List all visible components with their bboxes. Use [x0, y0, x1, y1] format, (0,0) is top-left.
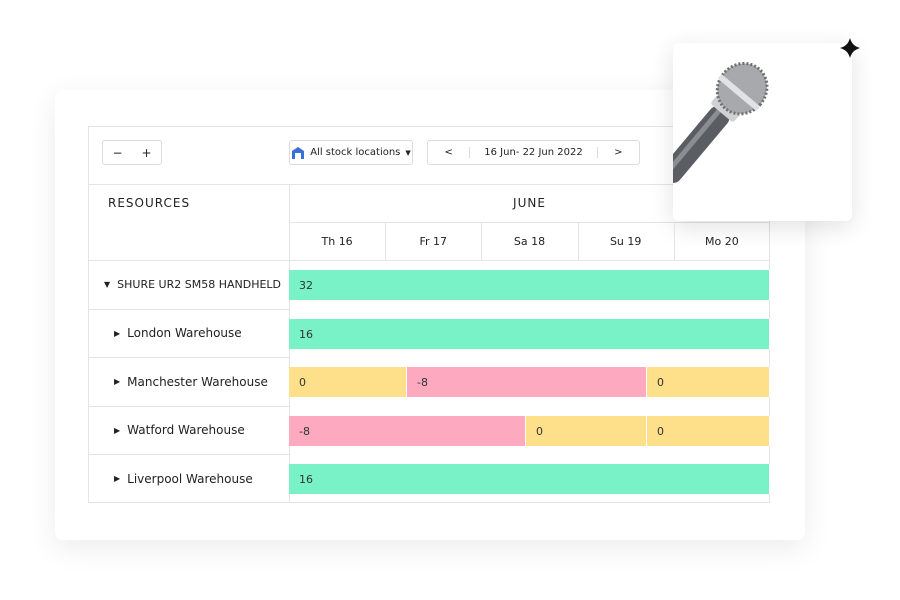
microphone-image — [661, 61, 769, 183]
resource-row: ▶ London Warehouse — [114, 309, 242, 357]
resource-row: ▶ Liverpool Warehouse — [114, 454, 253, 503]
resource-row: ▼ SHURE UR2 SM58 HANDHELD — [104, 260, 281, 309]
prev-button[interactable]: < — [428, 147, 471, 158]
availability-bar: 0 — [647, 416, 770, 446]
resource-label: London Warehouse — [127, 326, 242, 340]
next-button[interactable]: > — [614, 147, 623, 158]
availability-bar: -8 — [289, 416, 526, 446]
divider — [88, 406, 289, 407]
divider — [577, 222, 579, 260]
day-header: Th 16 — [321, 234, 353, 248]
month-header: JUNE — [513, 196, 546, 210]
availability-bar: 0 — [526, 416, 647, 446]
divider — [289, 222, 770, 223]
resource-label: Liverpool Warehouse — [127, 471, 253, 486]
zoom-in[interactable]: + — [141, 145, 152, 160]
day-header: Mo 20 — [705, 234, 739, 248]
zoom-control: − + — [102, 140, 162, 165]
resource-row: ▶ Watford Warehouse — [114, 406, 245, 454]
day-header: Fr 17 — [419, 234, 448, 248]
zoom-out[interactable]: − — [112, 145, 123, 160]
resource-label: Manchester Warehouse — [127, 374, 268, 389]
expand-toggle[interactable]: ▶ — [114, 474, 121, 483]
warehouse-icon — [292, 147, 305, 159]
availability-bar: 16 — [289, 319, 770, 349]
divider — [88, 357, 289, 358]
divider — [673, 222, 675, 260]
expand-toggle[interactable]: ▶ — [114, 425, 121, 435]
availability-bar: 0 — [289, 367, 407, 397]
availability-bar: 16 — [289, 464, 770, 494]
expand-toggle[interactable]: ▼ — [104, 280, 111, 289]
sparkle-icon — [840, 38, 860, 58]
availability-bar: -8 — [407, 367, 647, 397]
divider — [385, 222, 387, 260]
resource-label: SHURE UR2 SM58 HANDHELD — [117, 278, 282, 291]
divider — [88, 309, 289, 310]
expand-toggle[interactable]: ▶ — [114, 328, 121, 338]
divider — [481, 222, 483, 260]
product-card — [661, 43, 852, 221]
divider — [88, 260, 770, 261]
date-range: 16 Jun- 22 Jun 2022 — [470, 147, 598, 158]
availability-bar: 0 — [647, 367, 770, 397]
caret: ▼ — [405, 148, 411, 157]
expand-toggle[interactable]: ▶ — [114, 377, 121, 386]
day-header: Su 19 — [609, 234, 642, 248]
day-header: Sa 18 — [513, 234, 546, 248]
divider — [88, 454, 289, 455]
divider — [88, 184, 770, 185]
date-nav: < 16 Jun- 22 Jun 2022 > — [427, 140, 640, 165]
availability-bar: 32 — [289, 270, 770, 300]
location-select[interactable]: All stock locations ▼ — [289, 140, 413, 165]
location-text: All stock locations — [310, 147, 401, 158]
resource-row: ▶ Manchester Warehouse — [114, 357, 268, 406]
resource-label: Watford Warehouse — [127, 423, 245, 437]
resources-header: RESOURCES — [108, 196, 191, 210]
